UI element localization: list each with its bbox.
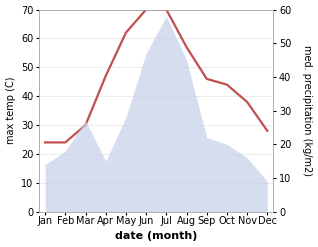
Y-axis label: med. precipitation (kg/m2): med. precipitation (kg/m2) xyxy=(302,45,313,176)
X-axis label: date (month): date (month) xyxy=(115,231,197,242)
Y-axis label: max temp (C): max temp (C) xyxy=(5,77,16,144)
